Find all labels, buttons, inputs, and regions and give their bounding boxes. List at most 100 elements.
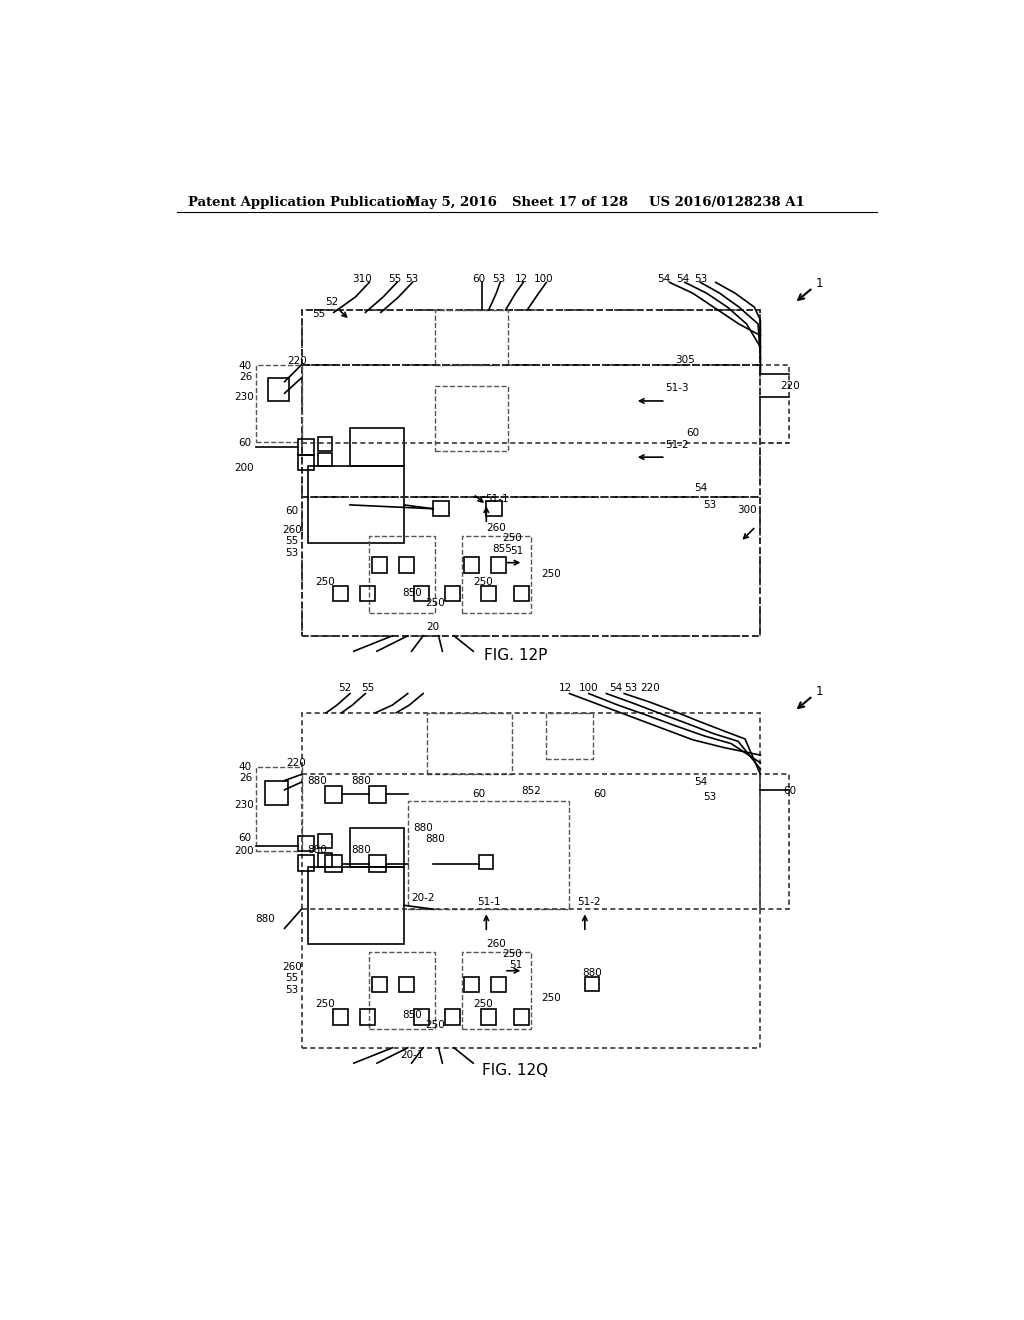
Bar (464, 977, 479, 993)
Bar (267, 378, 289, 401)
Text: 305: 305 (675, 355, 695, 366)
Text: FIG. 12P: FIG. 12P (484, 648, 547, 663)
Text: 60: 60 (472, 273, 485, 284)
Bar (398, 557, 414, 573)
Text: 40: 40 (238, 762, 251, 772)
Bar (360, 1010, 376, 1024)
Text: 880: 880 (255, 915, 275, 924)
Text: 852: 852 (521, 787, 541, 796)
Bar (490, 557, 506, 573)
Text: Sheet 17 of 128: Sheet 17 of 128 (512, 195, 629, 209)
Bar (256, 767, 301, 851)
Bar (325, 855, 342, 873)
Bar (444, 586, 460, 601)
Text: 60: 60 (594, 788, 607, 799)
Bar (318, 834, 333, 847)
Text: 250: 250 (425, 1020, 444, 1031)
Bar (761, 775, 788, 909)
Bar (435, 385, 508, 451)
Text: 55: 55 (286, 536, 299, 546)
Text: 60: 60 (238, 438, 251, 449)
Bar (514, 1010, 529, 1024)
Text: 260: 260 (283, 524, 302, 535)
Bar (350, 829, 403, 867)
Bar (427, 713, 512, 775)
Text: 250: 250 (473, 577, 494, 587)
Text: FIG. 12Q: FIG. 12Q (482, 1064, 549, 1078)
Text: 54: 54 (693, 777, 707, 787)
Bar (370, 952, 435, 1028)
Text: 850: 850 (402, 589, 422, 598)
Bar (298, 836, 313, 851)
Text: 220: 220 (640, 684, 660, 693)
Text: 53: 53 (694, 273, 708, 284)
Bar (301, 713, 761, 1048)
Text: 250: 250 (315, 577, 335, 587)
Text: 260: 260 (283, 962, 302, 972)
Bar (350, 428, 403, 466)
Text: 54: 54 (657, 273, 671, 284)
Text: 60: 60 (686, 428, 699, 437)
Text: 51-1: 51-1 (477, 898, 501, 907)
Bar (490, 977, 506, 993)
Text: 20: 20 (426, 622, 439, 631)
Text: 260: 260 (486, 939, 506, 949)
Bar (761, 364, 788, 444)
Text: 250: 250 (425, 598, 444, 609)
Text: 60: 60 (472, 789, 485, 800)
Text: 20-1: 20-1 (399, 1051, 423, 1060)
Text: 60: 60 (238, 833, 251, 842)
Text: 12: 12 (514, 273, 527, 284)
Bar (301, 364, 761, 498)
Text: 250: 250 (503, 533, 522, 543)
Text: 60: 60 (783, 787, 797, 796)
Text: May 5, 2016: May 5, 2016 (407, 195, 497, 209)
Text: 220: 220 (287, 356, 307, 366)
Bar (433, 502, 449, 516)
Text: 880: 880 (307, 845, 327, 855)
Bar (486, 502, 502, 516)
Text: 53: 53 (492, 273, 505, 284)
Bar (481, 586, 497, 601)
Text: 12: 12 (559, 684, 572, 693)
Text: 260: 260 (486, 523, 506, 533)
Bar (585, 977, 599, 991)
Text: 880: 880 (583, 968, 602, 978)
Bar (398, 977, 414, 993)
Bar (444, 1010, 460, 1024)
Text: 880: 880 (307, 776, 327, 785)
Bar (372, 977, 387, 993)
Text: 310: 310 (351, 273, 372, 284)
Text: 1: 1 (816, 685, 823, 698)
Bar (333, 586, 348, 601)
Text: 51-1: 51-1 (485, 494, 509, 504)
Text: 26: 26 (240, 774, 253, 783)
Text: 51-2: 51-2 (666, 440, 689, 450)
Text: 54: 54 (609, 684, 623, 693)
Text: 250: 250 (315, 999, 335, 1008)
Bar (464, 557, 479, 573)
Text: 200: 200 (234, 846, 254, 857)
Bar (370, 855, 386, 873)
Bar (370, 536, 435, 612)
Text: 54: 54 (693, 483, 707, 492)
Text: 53: 53 (702, 792, 716, 803)
Bar (318, 853, 333, 867)
Bar (435, 310, 508, 364)
Text: 55: 55 (388, 273, 401, 284)
Bar (462, 952, 531, 1028)
Text: 53: 53 (404, 273, 418, 284)
Text: 55: 55 (286, 973, 299, 983)
Bar (479, 855, 494, 869)
Text: 53: 53 (625, 684, 638, 693)
Bar (318, 453, 333, 466)
Text: 20-2: 20-2 (412, 892, 435, 903)
Text: 51-3: 51-3 (666, 383, 689, 393)
Bar (325, 785, 342, 803)
Text: 100: 100 (535, 273, 554, 284)
Text: 220: 220 (780, 380, 800, 391)
Text: 53: 53 (702, 500, 716, 510)
Bar (265, 780, 289, 805)
Text: 300: 300 (736, 504, 757, 515)
Text: 60: 60 (286, 506, 299, 516)
